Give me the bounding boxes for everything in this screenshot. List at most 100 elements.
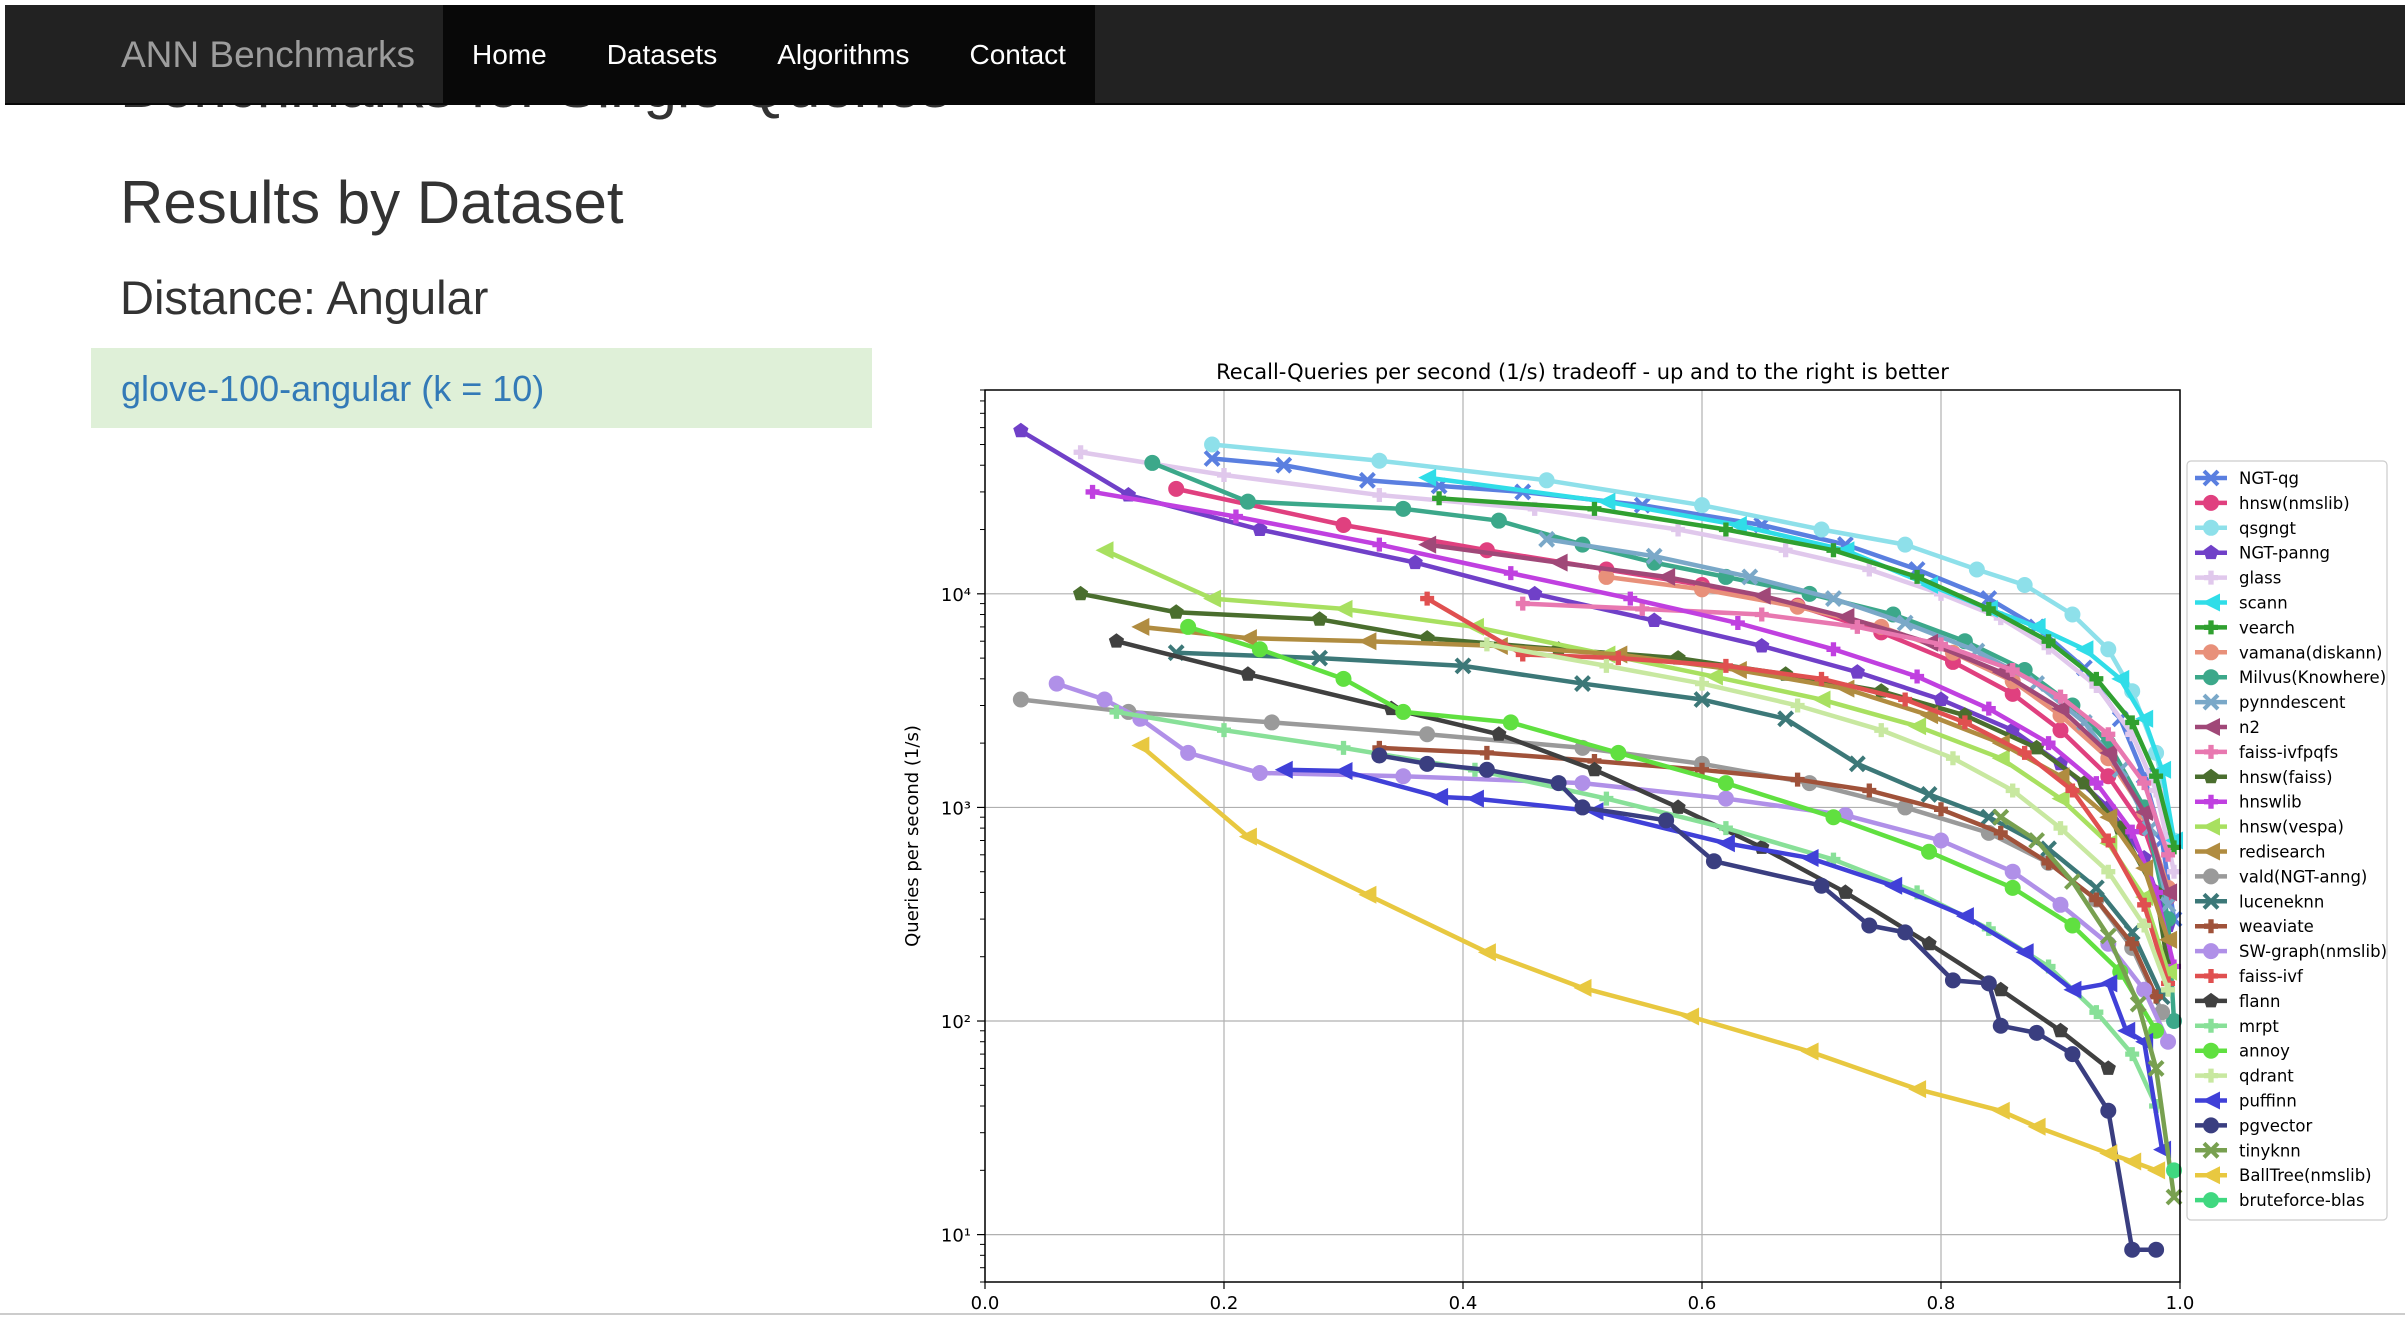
- legend-entry: pgvector: [2195, 1116, 2312, 1135]
- legend-entry: hnsw(vespa): [2195, 817, 2344, 837]
- legend-label: n2: [2239, 718, 2260, 737]
- data-point: [2202, 1141, 2220, 1159]
- series-vearch: [1432, 491, 2182, 855]
- data-point: [2087, 879, 2105, 897]
- data-point: [1934, 802, 1948, 817]
- data-point: [1238, 827, 1257, 846]
- nav-algorithms[interactable]: Algorithms: [777, 39, 910, 70]
- data-point: [1252, 521, 1268, 536]
- legend-entry: hnsw(nmslib): [2195, 494, 2350, 513]
- data-point: [1217, 467, 1231, 482]
- legend-entry: qsgngt: [2195, 519, 2296, 538]
- data-point: [2005, 783, 2020, 798]
- legend: NGT-qg hnsw(nmslib) qsgngt NGT-panng glass sc…: [2186, 460, 2388, 1221]
- data-point: [2159, 896, 2177, 914]
- data-point: [2202, 693, 2220, 711]
- data-point: [1718, 522, 1733, 537]
- data-point: [2202, 593, 2220, 612]
- data-point: [2149, 989, 2164, 1004]
- legend-entry: scann: [2195, 593, 2288, 613]
- data-point: [2099, 808, 2118, 827]
- data-point: [1358, 885, 1377, 904]
- data-point: [2100, 1102, 2117, 1119]
- series-line: [1424, 596, 2171, 986]
- data-point: [2125, 715, 2140, 730]
- legend-entry: faiss-ivf: [2195, 967, 2304, 986]
- series-weaviate: [1372, 740, 2164, 1004]
- data-point: [1718, 821, 1733, 836]
- data-point: [2016, 576, 2033, 593]
- data-point: [1419, 726, 1436, 743]
- data-point: [2160, 1033, 2177, 1050]
- data-point: [1430, 787, 1449, 806]
- series-faiss-ivf: [1420, 591, 2176, 991]
- series-line: [1090, 489, 2177, 969]
- data-point: [2204, 744, 2218, 759]
- nav-datasets[interactable]: Datasets: [606, 39, 718, 70]
- data-point: [1862, 783, 1877, 798]
- page-bottom-border: [0, 1313, 2405, 1315]
- data-point: [2147, 1059, 2165, 1077]
- x-tick-label: 0.8: [1927, 1293, 1956, 1314]
- dataset-link[interactable]: glove-100-angular (k = 10): [121, 368, 545, 409]
- legend-entry: annoy: [2195, 1042, 2290, 1061]
- x-tick-label: 0.0: [971, 1293, 1000, 1314]
- data-point: [1012, 691, 1029, 708]
- data-point: [1275, 456, 1293, 474]
- data-point: [1944, 972, 1961, 989]
- data-point: [1371, 452, 1388, 469]
- series-glass: [1073, 445, 2182, 879]
- data-point: [1418, 535, 1437, 554]
- data-point: [1418, 468, 1437, 487]
- data-point: [1131, 617, 1150, 636]
- data-point: [2052, 722, 2069, 739]
- data-point: [2203, 1042, 2219, 1059]
- data-point: [2100, 768, 2117, 785]
- data-point: [1861, 917, 1878, 934]
- data-point: [2159, 962, 2178, 981]
- data-point: [1311, 649, 1329, 667]
- series-sw-graph-nmslib-: [1048, 675, 2177, 1050]
- legend-label: puffinn: [2239, 1092, 2297, 1111]
- legend-entry: redisearch: [2195, 842, 2325, 862]
- series-pgvector: [1371, 747, 2165, 1258]
- series-ngt-panng: [1013, 422, 2176, 932]
- legend-entry: BallTree(nmslib): [2195, 1166, 2372, 1185]
- legend-entry: hnsw(faiss): [2195, 768, 2333, 787]
- data-point: [2089, 776, 2104, 791]
- nav-home[interactable]: Home: [472, 39, 547, 70]
- data-point: [1490, 512, 1507, 529]
- legend-box: [2186, 460, 2388, 1221]
- data-point: [1671, 522, 1686, 537]
- data-point: [2137, 918, 2152, 933]
- data-point: [1407, 554, 1423, 570]
- brand-link[interactable]: ANN Benchmarks: [121, 34, 416, 75]
- data-point: [2028, 1024, 2045, 1041]
- data-point: [1372, 537, 1387, 552]
- data-point: [1980, 975, 1997, 992]
- legend-label: pgvector: [2239, 1116, 2312, 1135]
- data-point: [1812, 690, 1831, 709]
- legend-entry: weaviate: [2195, 917, 2314, 936]
- data-point: [2166, 1013, 2183, 1030]
- data-point: [1898, 692, 1913, 707]
- data-point: [2089, 1005, 2104, 1020]
- data-point: [2135, 888, 2154, 907]
- data-point: [2135, 803, 2154, 822]
- data-point: [1611, 651, 1626, 666]
- data-point: [1623, 591, 1638, 606]
- data-point: [2099, 927, 2117, 945]
- data-point: [2203, 868, 2219, 885]
- nav-contact[interactable]: Contact: [969, 39, 1066, 70]
- legend-label: vald(NGT-anng): [2239, 867, 2367, 886]
- series-line: [1520, 601, 2171, 858]
- legend-entry: n2: [2195, 718, 2260, 737]
- data-point: [1479, 637, 1494, 652]
- data-point: [2064, 1046, 2081, 1063]
- data-point: [2203, 544, 2219, 560]
- legend-label: NGT-panng: [2239, 544, 2330, 563]
- data-point: [2099, 743, 2118, 762]
- legend-label: redisearch: [2239, 843, 2325, 862]
- data-point: [1334, 599, 1353, 618]
- data-point: [2161, 982, 2176, 997]
